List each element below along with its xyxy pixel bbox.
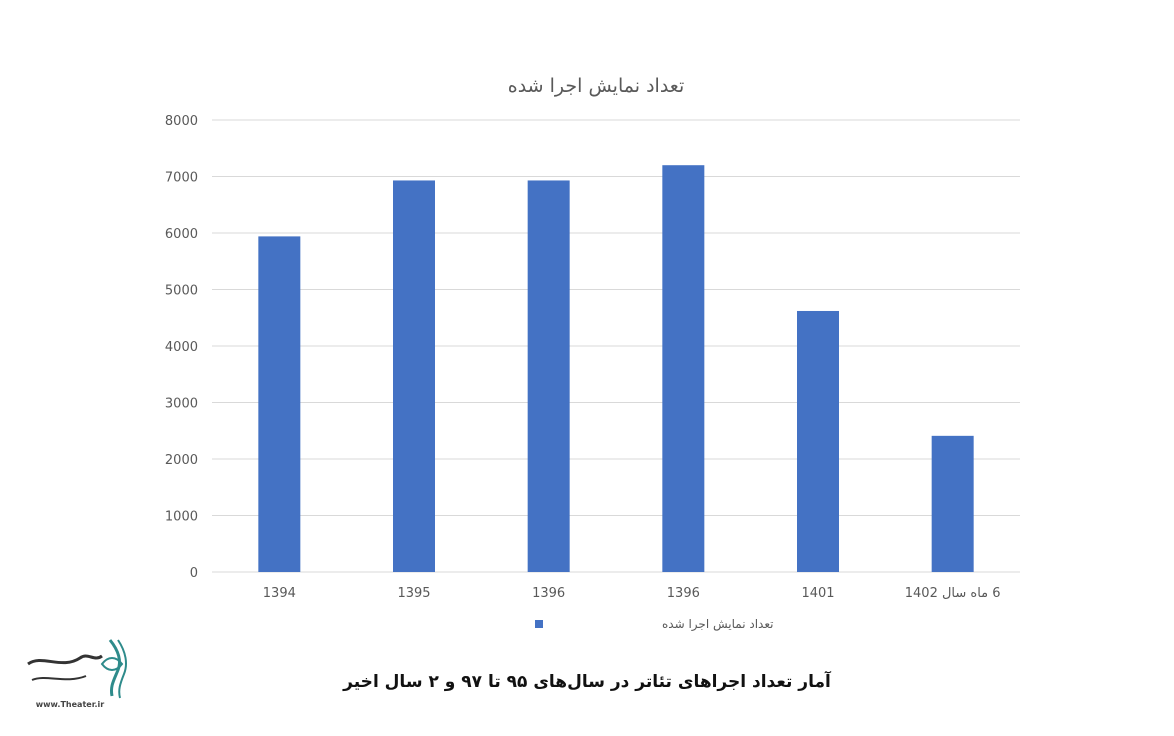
bar	[662, 165, 705, 572]
bar	[527, 180, 570, 572]
bar	[797, 310, 839, 572]
x-axis-ticks: 1394 1395 1396 1396 1401 6 ماه سال 1402	[263, 586, 1001, 601]
x-tick-label: 6 ماه سال 1402	[905, 586, 1001, 601]
x-tick-label: 1401	[801, 586, 834, 601]
x-tick-label: 1395	[397, 586, 430, 601]
y-tick-label: 8000	[165, 114, 198, 129]
y-tick-label: 0	[190, 566, 198, 581]
iran-theater-logo: www.Theater.ir	[22, 634, 172, 720]
bars	[258, 165, 974, 572]
bar	[393, 180, 435, 572]
bar	[931, 435, 974, 572]
y-tick-label: 5000	[165, 284, 198, 299]
logo-url: www.Theater.ir	[35, 700, 105, 709]
figure-caption: آمار تعداد اجراهای تئاتر در سال‌های ۹۵ ت…	[343, 672, 831, 692]
y-tick-label: 6000	[165, 227, 198, 242]
y-tick-label: 1000	[165, 510, 198, 525]
x-tick-label: 1396	[667, 586, 700, 601]
x-tick-label: 1396	[532, 586, 565, 601]
logo-emblem-icon	[27, 639, 127, 699]
y-tick-label: 3000	[165, 397, 198, 412]
chart-title: تعداد نمایش اجرا شده	[508, 75, 685, 97]
y-tick-label: 4000	[165, 340, 198, 355]
y-tick-label: 2000	[165, 453, 198, 468]
legend: تعداد نمایش اجرا شده	[535, 617, 773, 632]
x-tick-label: 1394	[263, 586, 296, 601]
gridlines	[212, 119, 1020, 573]
bar	[258, 236, 301, 572]
y-tick-label: 7000	[165, 171, 198, 186]
legend-swatch	[535, 620, 543, 628]
y-axis-ticks: 0 1000 2000 3000 4000 5000 6000 7000 8000	[165, 114, 198, 581]
legend-label: تعداد نمایش اجرا شده	[662, 617, 773, 632]
